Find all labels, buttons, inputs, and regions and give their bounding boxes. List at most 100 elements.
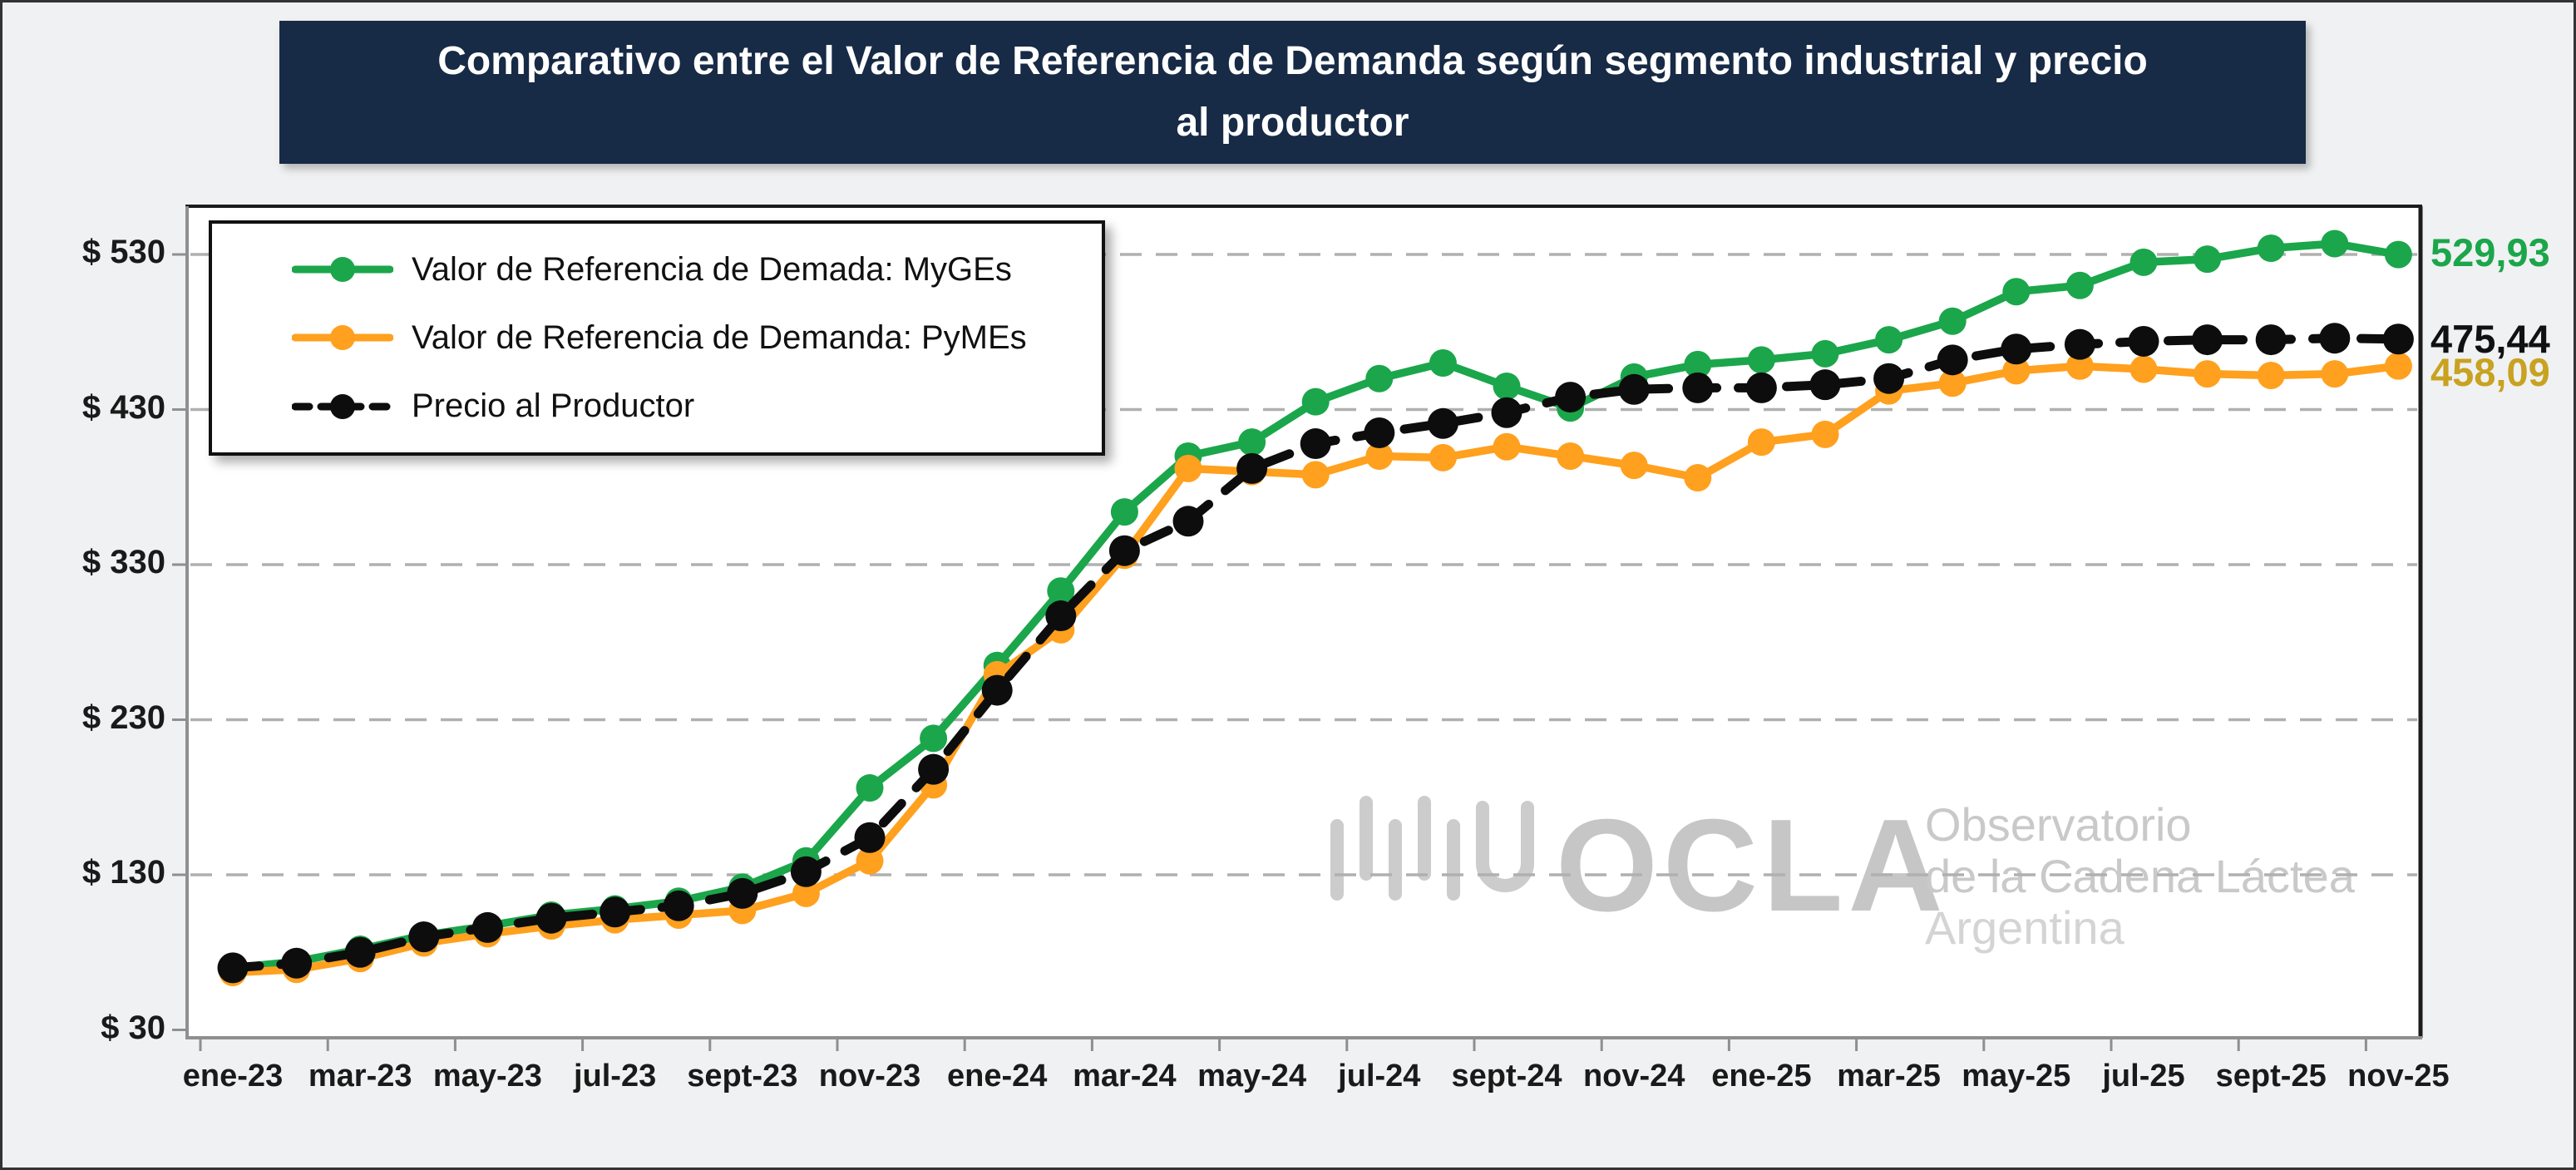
- watermark-line-3: Argentina: [1925, 901, 2125, 954]
- data-point-precio-al-productor-nov-23: [854, 822, 886, 853]
- data-point-valor-de-referencia-de-demada-myges-jul-24: [1365, 364, 1394, 392]
- data-point-valor-de-referencia-de-demanda-pymes-ago-24: [1429, 443, 1457, 471]
- data-point-valor-de-referencia-de-demanda-pymes-jun-24: [1301, 461, 1330, 489]
- data-point-precio-al-productor-oct-23: [790, 856, 822, 887]
- data-point-valor-de-referencia-de-demanda-pymes-may-25: [2002, 357, 2031, 385]
- data-point-valor-de-referencia-de-demanda-pymes-oct-25: [2321, 360, 2349, 388]
- data-point-valor-de-referencia-de-demanda-pymes-ene-25: [1747, 428, 1775, 457]
- data-point-precio-al-productor-abr-25: [1937, 344, 1968, 376]
- data-point-precio-al-productor-ago-25: [2192, 324, 2223, 356]
- data-point-precio-al-productor-abr-24: [1172, 506, 1204, 537]
- y-axis-label-530: $ 530: [81, 234, 165, 270]
- data-point-valor-de-referencia-de-demada-myges-nov-23: [856, 774, 884, 802]
- data-point-valor-de-referencia-de-demanda-pymes-dic-24: [1684, 464, 1712, 492]
- legend-item-myges: Valor de Referencia de Demada: MyGEs: [291, 251, 1085, 289]
- data-point-precio-al-productor-may-24: [1236, 452, 1268, 484]
- data-point-precio-al-productor-ago-24: [1427, 407, 1458, 439]
- data-point-valor-de-referencia-de-demanda-pymes-abr-25: [1938, 369, 1967, 397]
- data-point-valor-de-referencia-de-demada-myges-mar-24: [1110, 498, 1138, 526]
- data-point-valor-de-referencia-de-demanda-pymes-jun-25: [2065, 352, 2094, 380]
- y-axis-label-330: $ 330: [81, 544, 165, 580]
- data-point-precio-al-productor-sept-24: [1491, 397, 1522, 428]
- data-point-precio-al-productor-abr-23: [408, 921, 440, 953]
- data-point-valor-de-referencia-de-demada-myges-oct-25: [2321, 230, 2349, 258]
- watermark-brand: OCLA: [1556, 792, 1948, 939]
- data-point-valor-de-referencia-de-demanda-pymes-abr-24: [1174, 454, 1202, 482]
- data-point-valor-de-referencia-de-demada-myges-abr-25: [1938, 307, 1967, 335]
- data-point-precio-al-productor-feb-25: [1809, 369, 1841, 401]
- data-point-valor-de-referencia-de-demanda-pymes-nov-24: [1620, 452, 1648, 480]
- data-point-valor-de-referencia-de-demada-myges-jul-25: [2129, 248, 2158, 276]
- data-point-valor-de-referencia-de-demada-myges-feb-24: [1047, 577, 1075, 605]
- data-point-precio-al-productor-jul-24: [1364, 417, 1395, 448]
- data-point-valor-de-referencia-de-demada-myges-ago-24: [1429, 349, 1457, 378]
- data-point-precio-al-productor-oct-25: [2319, 323, 2351, 354]
- data-point-precio-al-productor-dic-23: [918, 753, 950, 785]
- data-point-valor-de-referencia-de-demada-myges-ago-25: [2194, 245, 2222, 274]
- data-point-valor-de-referencia-de-demanda-pymes-feb-25: [1811, 420, 1839, 448]
- data-point-valor-de-referencia-de-demanda-pymes-ago-25: [2194, 360, 2222, 388]
- legend-item-productor: Precio al Productor: [291, 388, 1085, 425]
- legend-label-pymes: Valor de Referencia de Demanda: PyMEs: [412, 318, 1027, 356]
- data-point-valor-de-referencia-de-demada-myges-dic-24: [1684, 350, 1712, 378]
- x-axis-label-mar-25: mar-25: [1837, 1059, 1941, 1093]
- x-axis-label-ene-25: ene-25: [1711, 1059, 1812, 1093]
- data-point-precio-al-productor-jun-24: [1300, 428, 1331, 460]
- legend: Valor de Referencia de Demada: MyGEs Val…: [209, 220, 1105, 456]
- data-point-valor-de-referencia-de-demada-myges-dic-23: [920, 724, 948, 753]
- watermark-line-1: Observatorio: [1925, 798, 2192, 851]
- y-axis-label-230: $ 230: [81, 699, 165, 736]
- x-axis-label-may-24: may-24: [1197, 1059, 1307, 1093]
- legend-swatch-myges-icon: [291, 251, 394, 288]
- x-axis-label-sept-23: sept-23: [687, 1059, 798, 1093]
- x-axis-label-nov-24: nov-24: [1582, 1059, 1685, 1093]
- end-value-myges: 529,93: [2430, 230, 2550, 275]
- data-point-precio-al-productor-mar-25: [1873, 363, 1905, 394]
- y-axis-label-430: $ 430: [81, 388, 165, 426]
- data-point-precio-al-productor-jun-23: [535, 902, 567, 934]
- chart-title: Comparativo entre el Valor de Referencia…: [279, 21, 2306, 164]
- data-point-valor-de-referencia-de-demada-myges-nov-25: [2384, 240, 2412, 269]
- data-point-valor-de-referencia-de-demada-myges-sept-25: [2257, 234, 2285, 263]
- data-point-precio-al-productor-jun-25: [2064, 328, 2095, 360]
- data-point-valor-de-referencia-de-demanda-pymes-oct-24: [1557, 442, 1585, 470]
- data-point-precio-al-productor-nov-25: [2382, 323, 2414, 355]
- chart-title-line2: al productor: [1176, 101, 1409, 145]
- data-point-valor-de-referencia-de-demanda-pymes-jul-25: [2129, 355, 2158, 383]
- x-axis-label-sept-24: sept-24: [1451, 1059, 1562, 1093]
- data-point-precio-al-productor-ene-23: [217, 952, 249, 984]
- data-point-valor-de-referencia-de-demada-myges-may-24: [1238, 428, 1266, 457]
- end-value-pymes: 458,09: [2430, 350, 2550, 395]
- x-axis-label-may-25: may-25: [1962, 1059, 2071, 1093]
- data-point-precio-al-productor-jul-23: [600, 896, 631, 928]
- x-axis-label-ene-24: ene-24: [946, 1059, 1048, 1093]
- data-point-precio-al-productor-oct-24: [1555, 382, 1587, 413]
- x-axis-label-jul-24: jul-24: [1338, 1059, 1421, 1093]
- data-point-precio-al-productor-ene-25: [1745, 372, 1777, 403]
- data-point-precio-al-productor-feb-24: [1045, 600, 1077, 632]
- data-point-precio-al-productor-sept-25: [2255, 324, 2287, 356]
- data-point-valor-de-referencia-de-demanda-pymes-jul-24: [1365, 442, 1394, 470]
- y-axis-label-30: $ 30: [101, 1009, 165, 1046]
- data-point-valor-de-referencia-de-demada-myges-feb-25: [1811, 339, 1839, 368]
- data-point-valor-de-referencia-de-demada-myges-sept-24: [1493, 373, 1521, 401]
- data-point-valor-de-referencia-de-demada-myges-ene-25: [1747, 346, 1775, 374]
- data-point-valor-de-referencia-de-demada-myges-mar-25: [1875, 326, 1903, 354]
- legend-item-pymes: Valor de Referencia de Demanda: PyMEs: [291, 318, 1085, 357]
- data-point-precio-al-productor-may-25: [2001, 333, 2032, 365]
- data-point-valor-de-referencia-de-demanda-pymes-oct-23: [792, 879, 820, 907]
- x-axis-label-ene-23: ene-23: [182, 1059, 284, 1093]
- x-axis-label-jul-25: jul-25: [2102, 1059, 2185, 1093]
- x-axis-label-nov-25: nov-25: [2347, 1059, 2450, 1093]
- x-axis-label-nov-23: nov-23: [818, 1059, 921, 1093]
- data-point-valor-de-referencia-de-demada-myges-may-25: [2002, 278, 2031, 306]
- data-point-valor-de-referencia-de-demanda-pymes-sept-24: [1493, 432, 1521, 461]
- x-axis-label-mar-23: mar-23: [308, 1059, 412, 1093]
- ocla-logo-icon: [1330, 796, 1534, 901]
- data-point-precio-al-productor-mar-24: [1108, 535, 1140, 566]
- data-point-precio-al-productor-dic-24: [1682, 372, 1714, 403]
- data-point-precio-al-productor-mar-23: [344, 936, 376, 968]
- data-point-valor-de-referencia-de-demanda-pymes-nov-23: [856, 847, 884, 875]
